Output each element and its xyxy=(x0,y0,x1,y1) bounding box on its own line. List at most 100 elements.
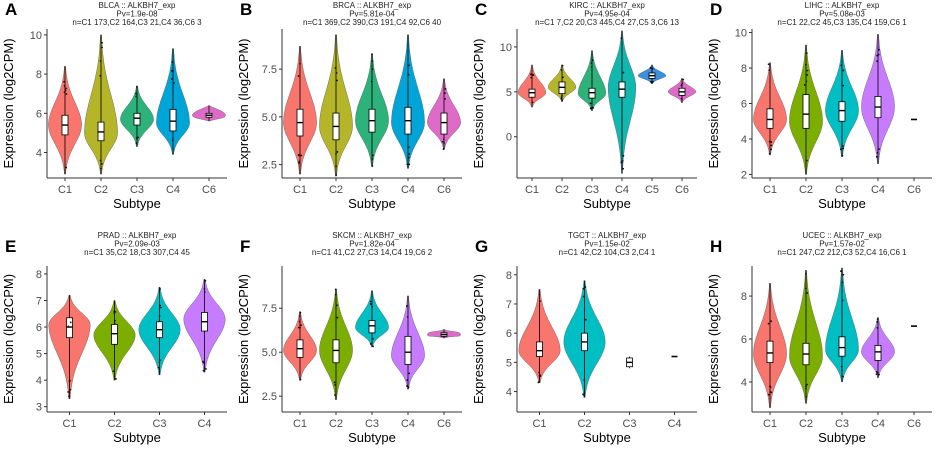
data-point xyxy=(297,161,300,164)
data-point xyxy=(876,372,879,374)
data-point xyxy=(369,343,372,345)
data-point xyxy=(805,159,808,162)
x-tick-label: C4 xyxy=(871,184,885,196)
data-point xyxy=(443,142,445,144)
data-point xyxy=(372,345,374,348)
data-point xyxy=(298,154,301,157)
x-axis-label: Subtype xyxy=(113,430,161,445)
iqr-box xyxy=(838,336,846,357)
panel-title: PRAD :: ALKBH7_exp xyxy=(98,231,177,240)
panel-title: BLCA :: ALKBH7_exp xyxy=(99,1,176,10)
data-point xyxy=(371,154,374,157)
x-tick-label: C6 xyxy=(675,184,689,196)
data-point xyxy=(371,60,374,63)
data-point xyxy=(334,293,337,296)
y-tick-label: 8 xyxy=(741,63,747,75)
data-point xyxy=(620,161,623,164)
data-point xyxy=(202,369,205,372)
x-tick-label: C1 xyxy=(293,418,307,430)
data-point xyxy=(530,73,533,76)
data-point xyxy=(406,163,409,166)
x-axis-label: Subtype xyxy=(348,430,396,445)
data-point xyxy=(113,322,116,325)
data-point xyxy=(805,387,807,390)
y-tick-label: 5 xyxy=(506,357,512,369)
panel-title: UCEC :: ALKBH7_exp xyxy=(802,231,882,240)
data-point xyxy=(159,304,162,307)
y-tick-label: 10 xyxy=(735,28,747,40)
data-point xyxy=(805,52,808,54)
panel-counts: n=C1 173,C2 164,C3 21,C4 36,C6 3 xyxy=(72,18,202,27)
data-point xyxy=(878,373,880,376)
x-tick-label: C4 xyxy=(166,184,180,196)
data-point xyxy=(135,95,138,98)
y-tick-label: 8 xyxy=(741,291,747,303)
iqr-box xyxy=(838,101,846,122)
data-point xyxy=(560,97,563,100)
data-point xyxy=(137,136,140,139)
data-point xyxy=(769,386,772,388)
x-tick-label: C4 xyxy=(401,184,415,196)
y-tick-label: 2.5 xyxy=(262,391,277,403)
data-point xyxy=(408,64,410,67)
data-point xyxy=(770,144,773,147)
panel-counts: n=C1 42,C2 104,C3 2,C4 1 xyxy=(559,248,656,257)
data-point xyxy=(875,155,878,158)
data-point xyxy=(171,61,174,63)
data-point xyxy=(805,385,807,388)
data-point xyxy=(203,287,206,290)
data-point xyxy=(767,63,770,66)
iqr-box xyxy=(404,335,412,365)
data-point xyxy=(299,62,301,65)
y-axis-label: Expression (log2CPM) xyxy=(706,274,721,404)
data-point xyxy=(768,140,771,143)
data-point xyxy=(408,146,410,149)
y-axis-label: Expression (log2CPM) xyxy=(1,38,16,168)
data-point xyxy=(839,148,842,151)
data-point xyxy=(651,68,654,70)
data-point xyxy=(408,153,410,155)
data-point xyxy=(622,71,625,74)
panel-letter: C xyxy=(475,0,487,19)
data-point xyxy=(841,281,844,284)
panel-counts: n=C1 7,C2 20,C3 445,C4 27,C5 3,C6 13 xyxy=(535,18,679,27)
data-point xyxy=(561,99,564,102)
data-point xyxy=(770,320,773,323)
data-point xyxy=(875,370,878,373)
y-tick-label: 5.0 xyxy=(262,112,277,124)
data-point xyxy=(299,378,302,381)
data-point xyxy=(372,337,374,340)
data-point xyxy=(408,156,410,159)
data-point xyxy=(334,384,337,386)
data-point xyxy=(135,92,137,95)
data-point xyxy=(842,84,845,87)
data-point xyxy=(69,321,72,324)
data-point xyxy=(63,91,66,94)
x-tick-label: C1 xyxy=(293,184,307,196)
data-point xyxy=(768,152,771,155)
data-point xyxy=(336,316,339,319)
data-point xyxy=(298,315,301,318)
data-point xyxy=(135,142,138,145)
panel-counts: n=C1 247,C2 212,C3 52,C4 16,C6 1 xyxy=(777,248,907,257)
data-point xyxy=(589,107,592,110)
data-point xyxy=(171,69,174,72)
data-point xyxy=(157,366,160,369)
data-point xyxy=(371,68,374,71)
data-point xyxy=(681,82,684,85)
data-point xyxy=(876,327,879,329)
data-point xyxy=(300,154,303,157)
x-tick-label: C2 xyxy=(329,418,343,430)
y-tick-label: 2.5 xyxy=(262,160,277,172)
x-tick-label: C6 xyxy=(202,184,216,196)
x-tick-label: C6 xyxy=(437,184,451,196)
data-point xyxy=(840,64,843,67)
data-point xyxy=(841,154,844,157)
y-axis-label: Expression (log2CPM) xyxy=(236,274,251,404)
data-point xyxy=(622,154,625,157)
x-tick-label: C2 xyxy=(107,418,121,430)
data-point xyxy=(65,93,68,95)
